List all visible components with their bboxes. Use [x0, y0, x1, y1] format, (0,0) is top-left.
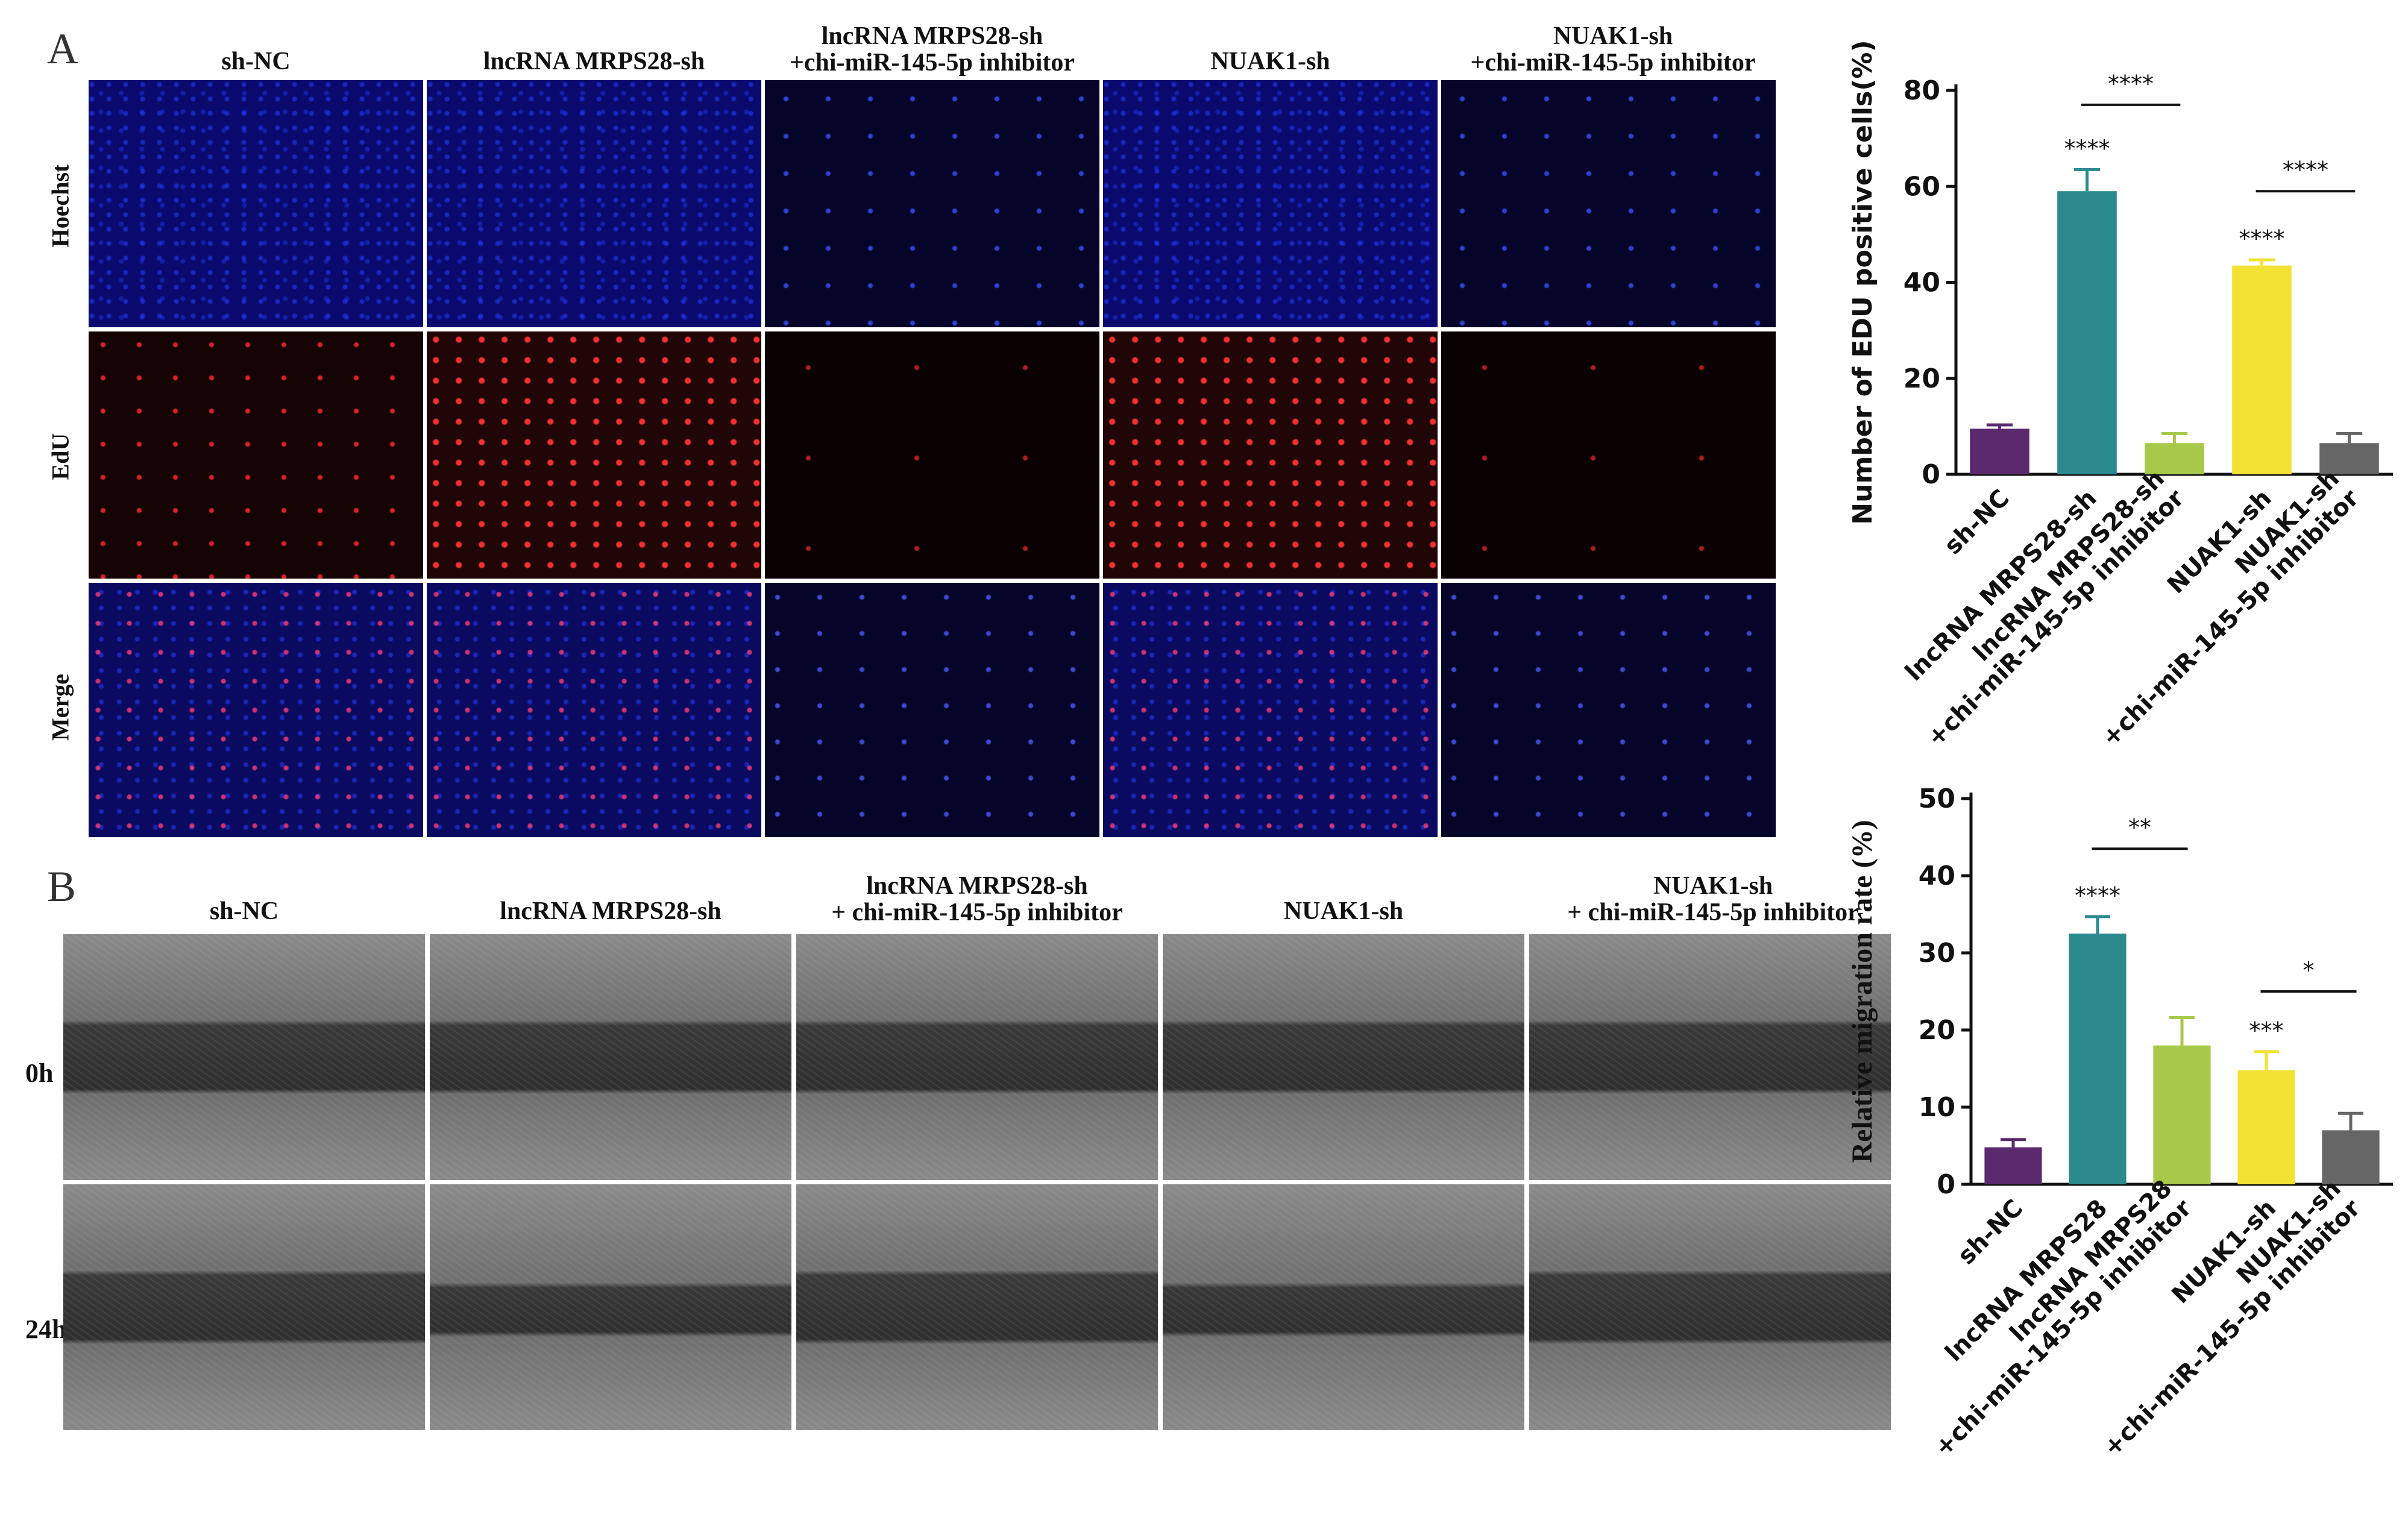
- panel-b-letter: B: [47, 862, 77, 911]
- panel-a-letter: A: [47, 25, 78, 73]
- micrograph-hoechst-nuak1-sh-inhibitor: [1441, 80, 1776, 327]
- panel-b-col-label-1: sh-NC: [209, 897, 279, 925]
- micrograph-wound-24h-lncrna-sh-inhibitor: [796, 1184, 1158, 1430]
- chart2-bar-4: [2322, 1130, 2380, 1184]
- edu-bar-chart: Number of EDU positive cells(%) 0 20 40 60 80…: [1847, 40, 2393, 752]
- chart2-y-tick-label-4: 40: [1919, 861, 1955, 891]
- chart2-bar-2: [2153, 1045, 2211, 1184]
- chart1-y-tick-label-1: 20: [1903, 363, 1940, 394]
- micrograph-hoechst-nuak1-sh: [1103, 80, 1438, 327]
- chart1-bar-2: [2145, 443, 2204, 474]
- chart2-y-tick-label-5: 50: [1919, 784, 1955, 814]
- micrograph-hoechst-lncrna-sh-inhibitor: [765, 80, 1099, 327]
- micrograph-merge-lncrna-sh: [427, 583, 761, 837]
- chart2-y-axis-label: Relative migration rate (%): [1846, 820, 1878, 1163]
- micrograph-merge-sh-nc: [89, 583, 423, 837]
- panel-a-col-label-3: lncRNA MRPS28-sh +chi-miR-145-5p inhibit…: [789, 22, 1075, 77]
- chart2-bar-0: [1984, 1147, 2042, 1184]
- micrograph-wound-24h-nuak1-sh-inhibitor: [1529, 1184, 1891, 1430]
- panel-b-col-label-3: lncRNA MRPS28-sh + chi-miR-145-5p inhibi…: [831, 872, 1123, 926]
- micrograph-wound-0h-lncrna-sh: [430, 934, 791, 1180]
- chart2-bar-sig-3: ***: [2249, 1017, 2284, 1044]
- panel-a-row-label-hoechst: Hoechst: [46, 164, 74, 248]
- panel-a-col-label-4: NUAK1-sh: [1210, 48, 1330, 75]
- micrograph-wound-24h-nuak1-sh: [1163, 1184, 1524, 1430]
- chart1-y-tick-label-0: 0: [1922, 459, 1940, 490]
- panel-b-col-label-4: NUAK1-sh: [1283, 897, 1404, 925]
- panel-a-col-label-2: lncRNA MRPS28-sh: [483, 48, 705, 75]
- micrograph-edu-lncrna-sh-inhibitor: [765, 331, 1099, 579]
- micrograph-edu-sh-nc: [89, 331, 423, 579]
- panel-a-col-label-1: sh-NC: [221, 48, 291, 75]
- chart1-y-tick-label-4: 80: [1903, 75, 1940, 106]
- chart2-category-label-0-line-0: sh-NC: [1952, 1195, 2028, 1270]
- panel-a-row-label-merge: Merge: [46, 674, 74, 741]
- chart1-bar-4: [2319, 443, 2379, 474]
- micrograph-hoechst-sh-nc: [89, 80, 423, 327]
- chart2-bar-3: [2237, 1070, 2295, 1184]
- panel-a-col-label-5: NUAK1-sh +chi-miR-145-5p inhibitor: [1470, 22, 1756, 77]
- chart1-y-axis-label: Number of EDU positive cells(%): [1847, 40, 1878, 524]
- panel-b-col-label-2: lncRNA MRPS28-sh: [500, 897, 721, 925]
- chart2-bar-sig-1: ****: [2075, 882, 2120, 909]
- micrograph-wound-0h-sh-nc: [63, 934, 425, 1180]
- chart2-y-tick-label-0: 0: [1937, 1169, 1955, 1200]
- chart1-comparison-label-1: ****: [2283, 157, 2328, 183]
- panel-b-row-label-24h: 24h: [25, 1314, 67, 1344]
- micrograph-merge-lncrna-sh-inhibitor: [765, 583, 1099, 837]
- chart2-y-tick-label-3: 30: [1919, 938, 1955, 969]
- micrograph-wound-0h-nuak1-sh: [1163, 934, 1524, 1180]
- chart1-bar-sig-3: ****: [2239, 225, 2285, 252]
- chart1-bar-1: [2057, 191, 2117, 474]
- micrograph-edu-nuak1-sh: [1103, 331, 1438, 579]
- chart1-category-label-0: sh-NC: [1939, 485, 2015, 561]
- chart2-y-tick-label-2: 20: [1919, 1015, 1955, 1046]
- micrograph-wound-0h-nuak1-sh-inhibitor: [1529, 934, 1891, 1180]
- micrograph-edu-lncrna-sh: [427, 331, 761, 579]
- micrograph-hoechst-lncrna-sh: [427, 80, 761, 327]
- chart1-category-label-0-line-0: sh-NC: [1939, 485, 2015, 561]
- panel-a-row-label-edu: EdU: [46, 433, 74, 480]
- micrograph-wound-0h-lncrna-sh-inhibitor: [796, 934, 1158, 1180]
- panel-b-row-label-0h: 0h: [25, 1058, 54, 1088]
- chart2-comparison-label-1: *: [2303, 957, 2315, 984]
- chart2-category-label-0: sh-NC: [1952, 1195, 2028, 1270]
- micrograph-wound-24h-lncrna-sh: [430, 1184, 791, 1430]
- micrograph-edu-nuak1-sh-inhibitor: [1441, 331, 1776, 579]
- migration-bar-chart: Relative migration rate (%) 0 10 20 30 40 50 sh…: [1846, 784, 2393, 1462]
- chart1-y-tick-label-3: 60: [1903, 171, 1940, 202]
- chart1-bar-0: [1970, 429, 2029, 474]
- chart2-bar-1: [2069, 934, 2127, 1184]
- chart1-y-tick-label-2: 40: [1903, 268, 1940, 298]
- micrograph-wound-24h-sh-nc: [63, 1184, 425, 1430]
- chart1-comparison-label-0: ****: [2108, 71, 2154, 97]
- micrograph-merge-nuak1-sh-inhibitor: [1441, 583, 1776, 837]
- chart2-y-tick-label-1: 10: [1919, 1092, 1955, 1123]
- chart2-comparison-label-0: **: [2128, 814, 2151, 841]
- panel-b-col-label-5: NUAK1-sh + chi-miR-145-5p inhibitor: [1567, 872, 1859, 926]
- chart1-bar-sig-1: ****: [2064, 135, 2110, 162]
- micrograph-merge-nuak1-sh: [1103, 583, 1438, 837]
- chart1-bar-3: [2232, 265, 2292, 474]
